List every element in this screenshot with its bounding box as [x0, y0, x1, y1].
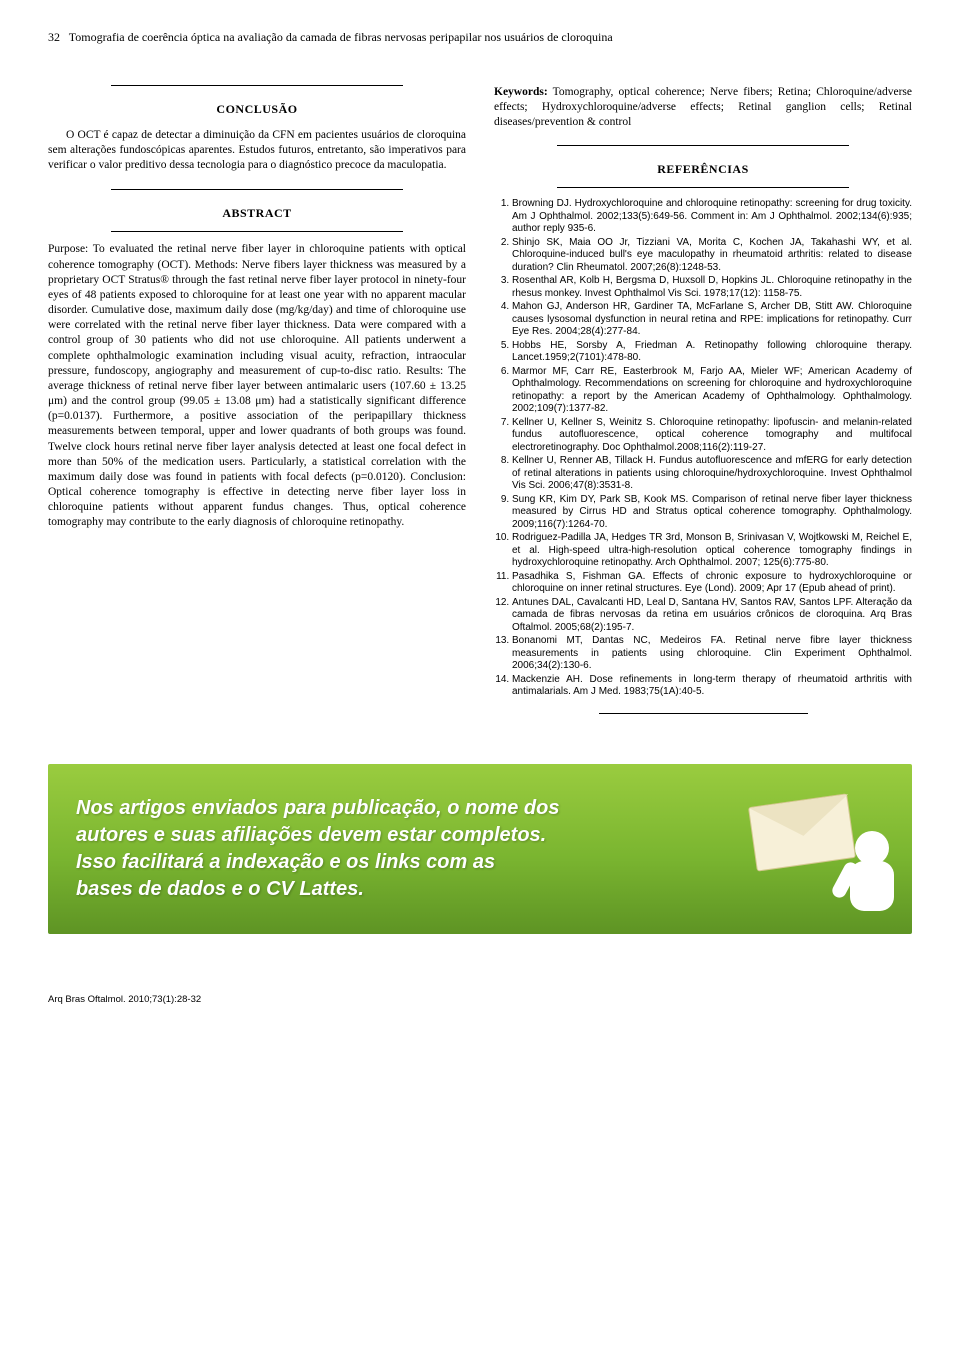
- reference-item: Mahon GJ, Anderson HR, Gardiner TA, McFa…: [512, 301, 912, 339]
- submission-banner: Nos artigos enviados para publicação, o …: [48, 764, 912, 934]
- right-column: Keywords: Tomography, optical coherence;…: [494, 85, 912, 724]
- reference-item: Pasadhika S, Fishman GA. Effects of chro…: [512, 571, 912, 596]
- rule: [111, 231, 404, 232]
- reference-item: Sung KR, Kim DY, Park SB, Kook MS. Compa…: [512, 494, 912, 532]
- keywords-text: Tomography, optical coherence; Nerve fib…: [494, 86, 912, 128]
- banner-line4: bases de dados e o CV Lattes.: [76, 878, 364, 900]
- running-title: Tomografia de coerência óptica na avalia…: [69, 30, 613, 44]
- content-columns: CONCLUSÃO O OCT é capaz de detectar a di…: [48, 85, 912, 724]
- reference-item: Mackenzie AH. Dose refinements in long-t…: [512, 674, 912, 699]
- reference-item: Hobbs HE, Sorsby A, Friedman A. Retinopa…: [512, 340, 912, 365]
- abstract-heading: ABSTRACT: [48, 206, 466, 222]
- conclusion-heading: CONCLUSÃO: [48, 102, 466, 118]
- journal-footer: Arq Bras Oftalmol. 2010;73(1):28-32: [48, 994, 912, 1005]
- banner-line1: Nos artigos enviados para publicação, o …: [76, 797, 559, 819]
- abstract-text: Purpose: To evaluated the retinal nerve …: [48, 243, 466, 528]
- keywords-label: Keywords:: [494, 86, 548, 98]
- left-column: CONCLUSÃO O OCT é capaz de detectar a di…: [48, 85, 466, 724]
- reference-item: Rodriguez-Padilla JA, Hedges TR 3rd, Mon…: [512, 532, 912, 570]
- banner-text: Nos artigos enviados para publicação, o …: [76, 795, 559, 903]
- page-number: 32: [48, 30, 60, 44]
- banner-line3: Isso facilitará a indexação e os links c…: [76, 851, 495, 873]
- rule: [557, 145, 850, 146]
- reference-item: Marmor MF, Carr RE, Easterbrook M, Farjo…: [512, 366, 912, 416]
- references-heading: REFERÊNCIAS: [494, 162, 912, 178]
- reference-item: Kellner U, Kellner S, Weinitz S. Chloroq…: [512, 417, 912, 455]
- rule: [557, 187, 850, 188]
- reference-item: Browning DJ. Hydroxychloroquine and chlo…: [512, 198, 912, 236]
- reference-item: Shinjo SK, Maia OO Jr, Tizziani VA, Mori…: [512, 237, 912, 275]
- reference-item: Kellner U, Renner AB, Tillack H. Fundus …: [512, 455, 912, 493]
- reference-item: Bonanomi MT, Dantas NC, Medeiros FA. Ret…: [512, 635, 912, 673]
- page-header: 32 Tomografia de coerência óptica na ava…: [48, 30, 912, 45]
- references-list: Browning DJ. Hydroxychloroquine and chlo…: [494, 198, 912, 699]
- rule: [111, 85, 404, 86]
- abstract-body: Purpose: To evaluated the retinal nerve …: [48, 242, 466, 530]
- reference-item: Rosenthal AR, Kolb H, Bergsma D, Huxsoll…: [512, 275, 912, 300]
- conclusion-text: O OCT é capaz de detectar a diminuição d…: [48, 128, 466, 174]
- reference-item: Antunes DAL, Cavalcanti HD, Leal D, Sant…: [512, 597, 912, 635]
- rule: [599, 713, 808, 714]
- person-icon: [842, 831, 902, 926]
- banner-line2: autores e suas afiliações devem estar co…: [76, 824, 546, 846]
- rule: [111, 189, 404, 190]
- keywords-block: Keywords: Tomography, optical coherence;…: [494, 85, 912, 131]
